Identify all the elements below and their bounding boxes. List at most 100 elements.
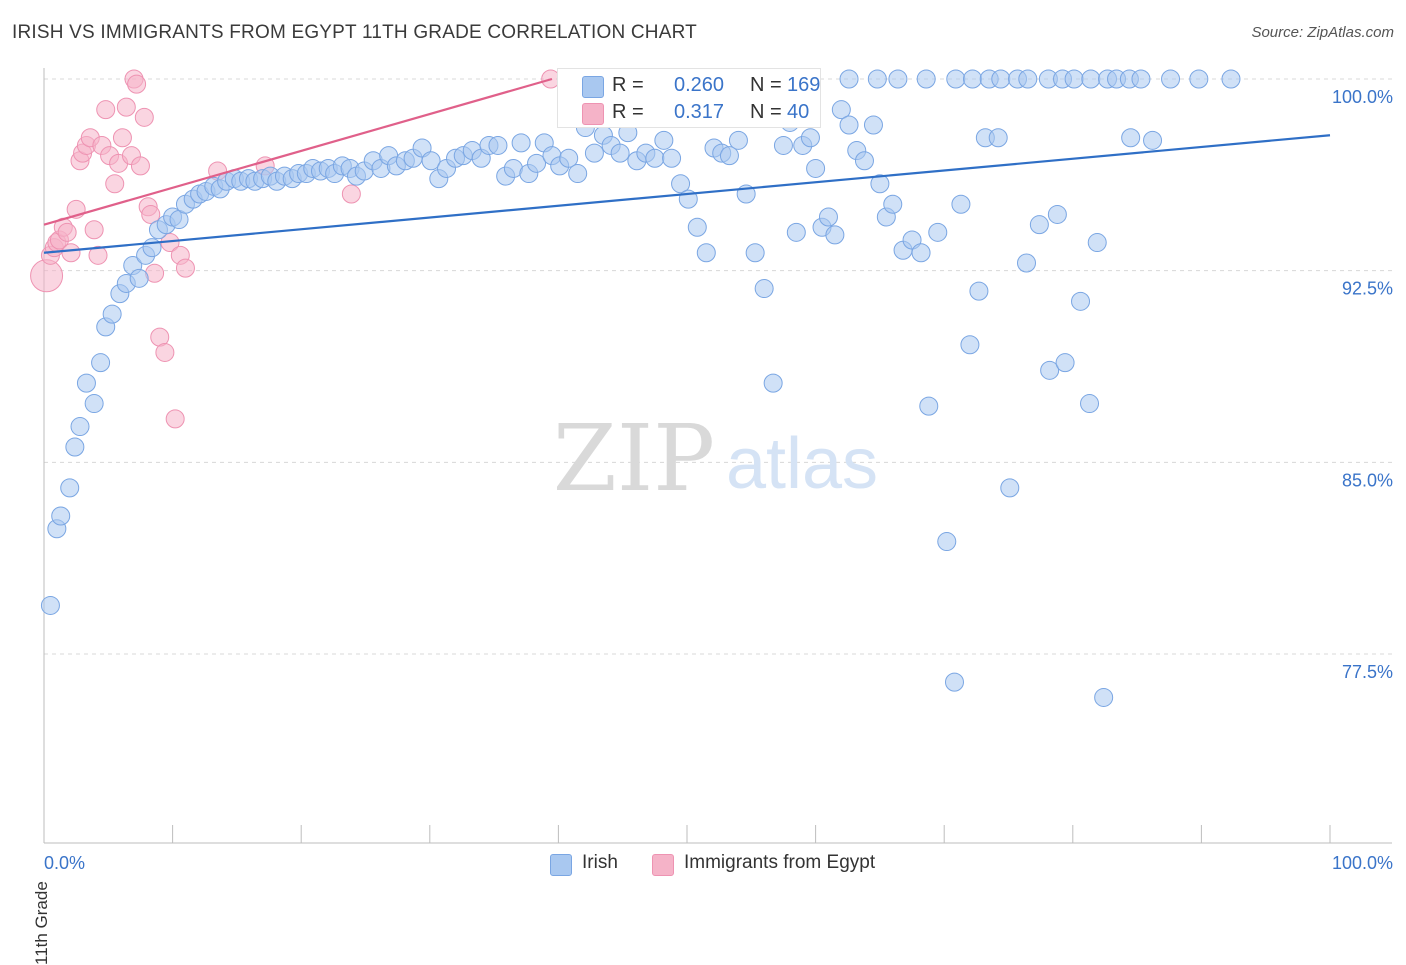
irish-n-value: 169: [787, 74, 821, 96]
egypt-stats-swatch: [582, 103, 604, 125]
irish-point: [102, 304, 122, 324]
legend-swatch-irish: [550, 854, 572, 876]
irish-point: [728, 130, 748, 150]
y-tick-label: 100.0%: [1332, 87, 1393, 107]
irish-point: [584, 143, 604, 163]
irish-point: [1080, 394, 1100, 414]
watermark-zip: ZIP: [553, 405, 715, 512]
irish-point: [671, 174, 691, 194]
egypt-series: [30, 69, 561, 429]
irish-trend-line: [43, 134, 1331, 254]
egypt-r-label: R =: [612, 101, 644, 123]
irish-point: [831, 100, 851, 120]
irish-point: [911, 243, 931, 263]
irish-point: [839, 115, 859, 135]
irish-point: [568, 164, 588, 184]
irish-point: [928, 222, 948, 242]
egypt-point: [130, 156, 150, 176]
irish-point: [825, 225, 845, 245]
irish-point: [919, 396, 939, 416]
egypt-point: [141, 204, 161, 224]
irish-point: [421, 151, 441, 171]
egypt-point: [96, 100, 116, 120]
irish-point: [1143, 130, 1163, 150]
irish-point: [988, 128, 1008, 148]
irish-n-label: N =: [750, 74, 782, 96]
irish-point: [763, 373, 783, 393]
egypt-point: [61, 243, 81, 263]
irish-point: [946, 69, 966, 89]
irish-point: [800, 128, 820, 148]
legend-label-egypt: Immigrants from Egypt: [684, 852, 876, 873]
irish-point: [839, 69, 859, 89]
trend-lines: [43, 77, 1331, 254]
irish-point: [962, 69, 982, 89]
irish-point: [65, 437, 85, 457]
watermark-atlas: atlas: [726, 424, 878, 504]
irish-point: [610, 143, 630, 163]
irish-point: [70, 417, 90, 437]
gridlines: [44, 78, 1392, 655]
x-tick-label: 100.0%: [1332, 853, 1393, 873]
irish-point: [687, 217, 707, 237]
irish-point: [488, 135, 508, 155]
irish-point: [662, 148, 682, 168]
irish-point: [1087, 233, 1107, 253]
y-tick-label: 77.5%: [1342, 662, 1393, 682]
egypt-point: [57, 222, 77, 242]
irish-point: [1094, 687, 1114, 707]
axes: [43, 68, 1392, 844]
irish-point: [944, 672, 964, 692]
irish-point: [84, 394, 104, 414]
irish-point: [511, 133, 531, 153]
egypt-n-label: N =: [750, 101, 782, 123]
chart-title: IRISH VS IMMIGRANTS FROM EGYPT 11TH GRAD…: [12, 22, 697, 43]
irish-point: [1055, 353, 1075, 373]
egypt-point: [155, 342, 175, 362]
irish-r-value: 0.260: [674, 74, 725, 96]
irish-point: [883, 194, 903, 214]
egypt-point: [116, 97, 136, 117]
irish-point: [1121, 128, 1141, 148]
irish-point: [937, 532, 957, 552]
egypt-point: [134, 107, 154, 127]
y-tick-label: 92.5%: [1342, 279, 1393, 299]
irish-point: [754, 279, 774, 299]
y-tick-label: 85.0%: [1342, 470, 1393, 490]
irish-point: [696, 243, 716, 263]
watermark: ZIP atlas: [553, 405, 878, 512]
irish-point: [806, 158, 826, 178]
y-axis-label: 11th Grade: [32, 881, 51, 965]
irish-point: [719, 146, 739, 166]
scatter-chart: ZIP atlas 100.0%92.5%85.0%77.5%0.0% 100.0…: [30, 68, 1393, 873]
irish-point: [91, 353, 111, 373]
irish-point: [76, 373, 96, 393]
egypt-point: [30, 259, 64, 293]
irish-point: [559, 148, 579, 168]
irish-point: [960, 335, 980, 355]
correlation-stats-box: R = 0.260 N = 169 R = 0.317 N = 40: [557, 68, 821, 128]
irish-point: [969, 281, 989, 301]
irish-point: [951, 194, 971, 214]
irish-point: [1064, 69, 1084, 89]
irish-r-label: R =: [612, 74, 644, 96]
irish-stats-swatch: [582, 76, 604, 98]
irish-point: [1161, 69, 1181, 89]
x-tick-label: 0.0%: [44, 853, 85, 873]
irish-point: [1040, 360, 1060, 380]
egypt-point: [88, 245, 108, 265]
irish-point: [654, 130, 674, 150]
irish-point: [1017, 253, 1037, 273]
legend-label-irish: Irish: [582, 852, 618, 873]
irish-point: [1189, 69, 1209, 89]
irish-point: [1047, 204, 1067, 224]
irish-point: [786, 222, 806, 242]
irish-point: [870, 174, 890, 194]
irish-point: [1029, 215, 1049, 235]
irish-point: [1131, 69, 1151, 89]
irish-point: [1071, 291, 1091, 311]
egypt-point: [165, 409, 185, 429]
irish-point: [854, 151, 874, 171]
tick-labels: 100.0% 92.5% 85.0% 77.5% 0.0% 100.0%: [44, 87, 1393, 873]
irish-point: [527, 153, 547, 173]
